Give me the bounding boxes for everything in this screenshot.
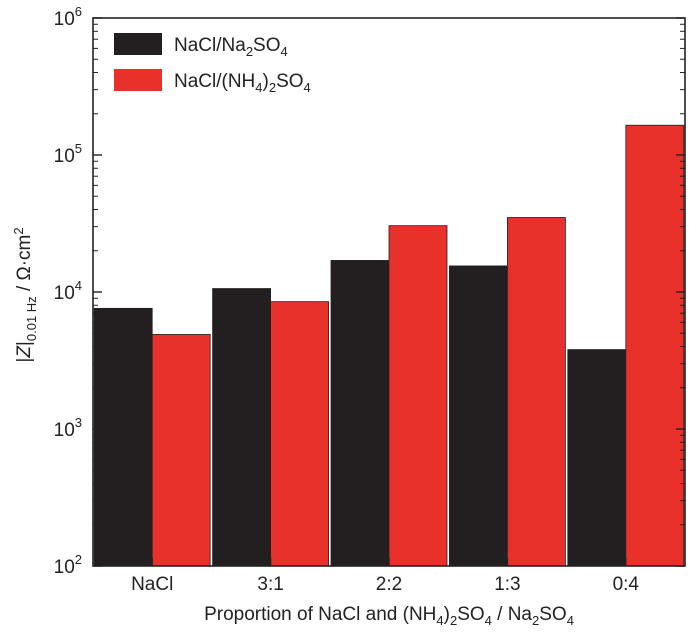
y-tick-label: 104 <box>54 278 82 304</box>
bar-nacl-nh4-2so4-2-2 <box>388 225 448 567</box>
y-axis-title: |Z|0.01 Hz / Ω·cm2 <box>11 227 39 362</box>
x-tick-label-1-3: 1:3 <box>494 574 520 595</box>
x-tick-label-nacl: NaCl <box>131 574 173 595</box>
legend: NaCl/Na2SO4 NaCl/(NH4)2SO4 <box>114 33 311 95</box>
bar-nacl-nh4-2so4-3-1 <box>270 301 330 567</box>
bar-nacl-nh4-2so4-nacl <box>151 334 211 567</box>
legend-swatch-nacl-na2so4 <box>114 33 162 55</box>
x-tick-label-3-1: 3:1 <box>257 574 283 595</box>
bar-nacl-na2so4-2-2 <box>330 260 390 567</box>
x-tick-label-0-4: 0:4 <box>613 574 640 595</box>
legend-label-nacl-na2so4: NaCl/Na2SO4 <box>174 35 288 59</box>
bar-nacl-na2so4-3-1 <box>212 288 272 567</box>
x-tick-label-2-2: 2:2 <box>376 574 402 595</box>
x-axis: NaCl 3:1 2:2 1:3 0:4 <box>131 558 639 595</box>
y-tick-label: 105 <box>54 141 82 167</box>
x-axis-title: Proportion of NaCl and (NH4)2SO4 / Na2SO… <box>204 604 574 628</box>
bar-nacl-na2so4-1-3 <box>448 265 508 567</box>
y-tick-label: 106 <box>54 4 82 30</box>
legend-swatch-nacl-nh4-2so4 <box>114 69 162 91</box>
bar-nacl-na2so4-0-4 <box>567 349 627 567</box>
bar-nacl-na2so4-nacl <box>93 307 153 567</box>
bars <box>93 124 685 567</box>
y-tick-label: 102 <box>54 552 82 578</box>
y-axis: 102 103 104 105 106 <box>54 4 685 578</box>
bar-nacl-nh4-2so4-1-3 <box>506 217 566 567</box>
y-tick-label: 103 <box>54 415 82 441</box>
legend-label-nacl-nh4-2so4: NaCl/(NH4)2SO4 <box>174 71 311 95</box>
bar-nacl-nh4-2so4-0-4 <box>625 124 685 567</box>
